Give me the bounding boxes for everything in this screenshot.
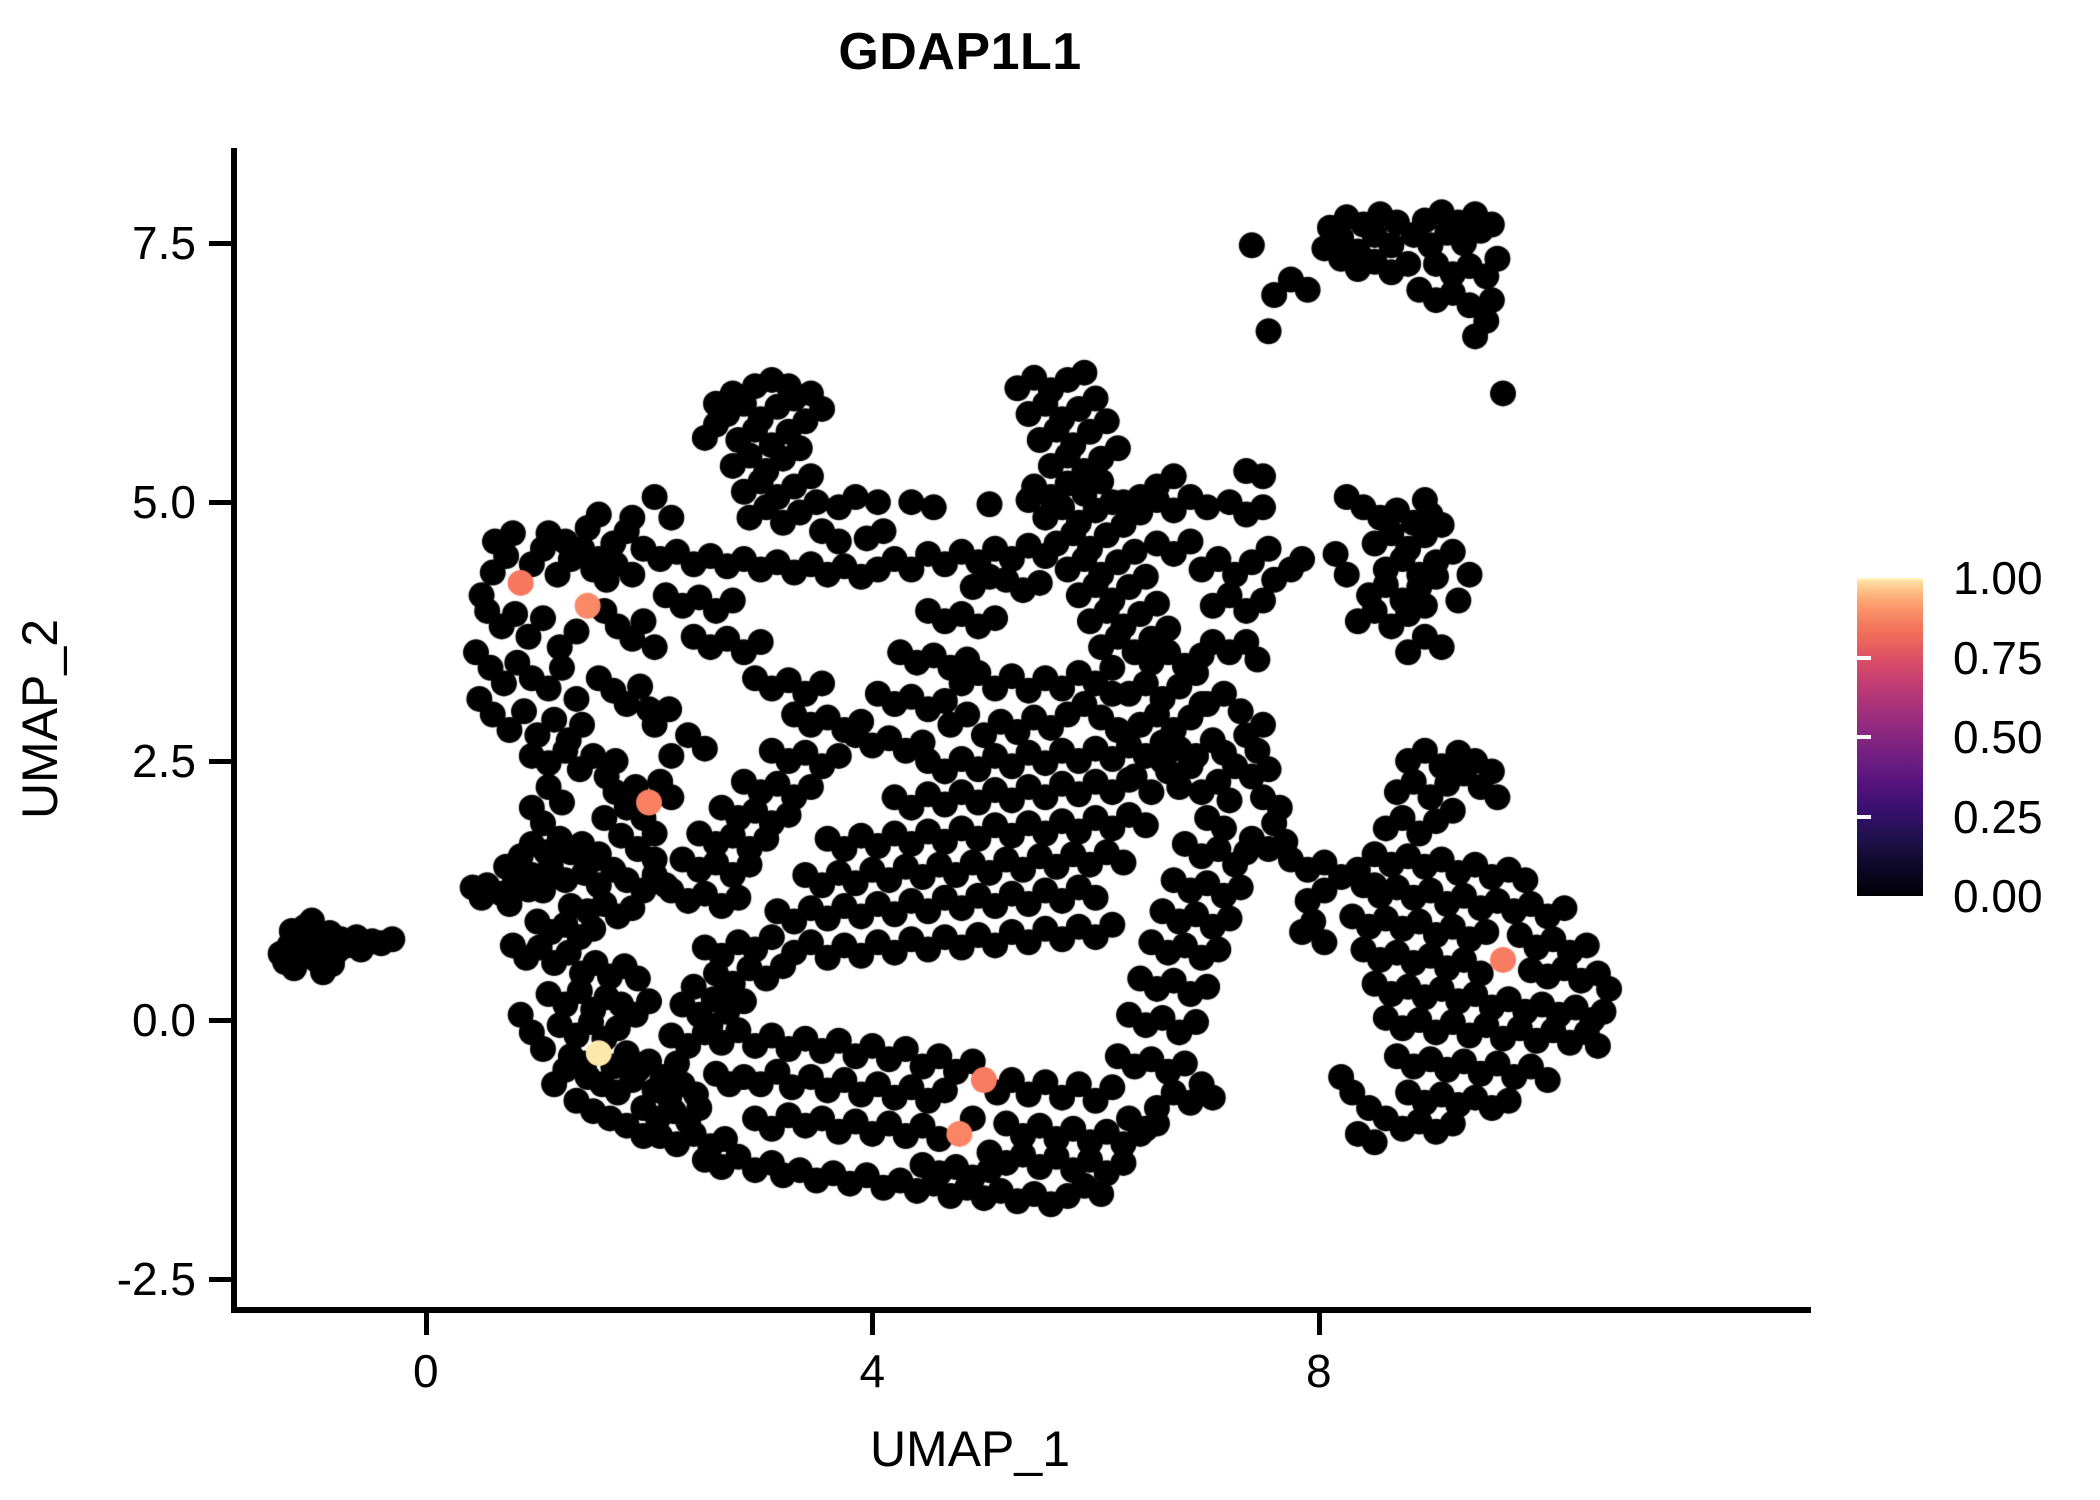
colorbar-tick xyxy=(1857,735,1871,739)
colorbar-tick-label: 0.25 xyxy=(1953,790,2043,843)
colorbar-tick-label: 0.50 xyxy=(1953,711,2043,763)
y-tick-mark xyxy=(209,500,231,506)
x-tick-label: 0 xyxy=(412,1345,439,1397)
colorbar-tick xyxy=(2073,735,2087,739)
legend-colorbar: 1.00 0.75 0.50 0.25 0.00 xyxy=(1857,555,2087,919)
plot-panel xyxy=(236,150,1810,1310)
y-tick-label: 7.5 xyxy=(132,217,196,270)
colorbar-tick xyxy=(1857,814,1871,819)
x-axis-title: UMAP_1 xyxy=(869,1421,1071,1477)
colorbar-tick xyxy=(2073,655,2087,660)
x-tick-label: 8 xyxy=(1306,1345,1332,1397)
x-tick-mark xyxy=(423,1313,429,1335)
y-tick-label: -2.5 xyxy=(116,1252,196,1305)
colorbar-tick xyxy=(2073,814,2087,819)
y-tick-mark xyxy=(209,1018,231,1023)
colorbar-tick-label: 0.75 xyxy=(1953,631,2043,684)
x-tick-mark xyxy=(870,1313,876,1335)
y-tick-label: 0.0 xyxy=(132,994,196,1046)
colorbar-tick xyxy=(1857,655,1871,660)
x-tick-mark xyxy=(1316,1313,1322,1335)
y-tick-label: 2.5 xyxy=(132,735,196,788)
x-tick-label: 4 xyxy=(859,1345,886,1397)
page-title: GDAP1L1 xyxy=(838,23,1082,81)
y-tick-mark xyxy=(209,241,231,247)
y-tick-label: 5.0 xyxy=(132,476,196,529)
colorbar-tick-label: 0.00 xyxy=(1953,870,2043,922)
y-axis-line xyxy=(231,148,237,1312)
x-axis-line xyxy=(231,1307,1811,1313)
y-axis-title: UMAP_2 xyxy=(12,618,68,820)
scatter-points-canvas xyxy=(236,150,1810,1310)
colorbar-tick-label: 1.00 xyxy=(1953,552,2043,604)
y-tick-mark xyxy=(209,759,231,765)
y-tick-mark xyxy=(209,1276,231,1282)
